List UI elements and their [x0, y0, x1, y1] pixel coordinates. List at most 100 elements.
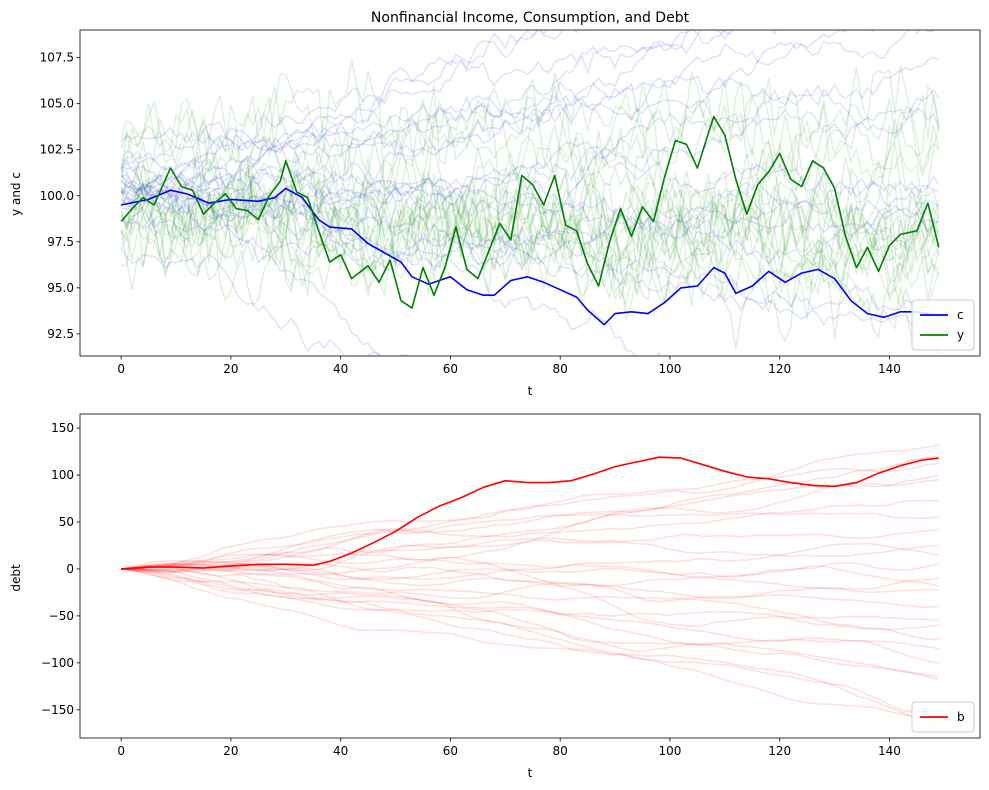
faint-path-y	[120, 186, 940, 308]
faint-path-c	[121, 176, 939, 250]
faint-path-b	[121, 566, 939, 664]
x-tick-label: 80	[553, 362, 568, 376]
axes-bottom: 0 20 40 60 80 100 120 140 −150 −100 −50 0 50 100 150	[41, 413, 981, 758]
chart-bottom: 0 20 40 60 80 100 120 140 −150 −100 −50 0 50 100 150 t…	[9, 413, 981, 780]
faint-path-c	[120, 181, 939, 317]
x-axis-label-top: t	[528, 384, 533, 398]
faint-path-b	[121, 567, 939, 631]
x-tick-label: 20	[223, 362, 238, 376]
faint-path-c	[120, 248, 408, 356]
chart-title: Nonfinancial Income, Consumption, and De…	[371, 10, 690, 26]
faint-path-b	[121, 512, 939, 571]
x-tick-label: 0	[117, 362, 125, 376]
x-tick-label: 60	[443, 362, 458, 376]
faint-path-c	[120, 30, 732, 217]
x-tick-label: 40	[333, 744, 348, 758]
faint-path-c	[120, 30, 589, 171]
faint-path-b	[121, 568, 939, 719]
faint-path-c	[120, 30, 875, 204]
y-tick-label: 97.5	[47, 235, 74, 249]
series-line-y	[120, 115, 940, 309]
x-tick-label: 100	[658, 744, 681, 758]
legend-box	[911, 299, 975, 351]
faint-path-y	[120, 155, 940, 280]
series-top	[120, 115, 940, 326]
faint-path-b	[121, 568, 940, 681]
faint-path-b	[121, 568, 940, 730]
faint-paths-top	[120, 30, 940, 356]
y-tick-label: −50	[49, 609, 74, 623]
legend-label-b: b	[957, 710, 965, 724]
faint-path-b	[121, 478, 939, 570]
faint-path-c	[120, 199, 940, 266]
series-line-c	[121, 187, 939, 326]
faint-path-b	[121, 567, 939, 641]
faint-path-c	[120, 159, 940, 234]
y-tick-label: 92.5	[47, 327, 74, 341]
faint-path-b	[121, 528, 939, 572]
faint-path-y	[120, 152, 939, 302]
faint-path-c	[120, 179, 382, 356]
faint-path-c	[120, 181, 663, 356]
faint-path-c	[120, 56, 940, 230]
plot-frame	[79, 29, 981, 357]
faint-path-y	[120, 59, 940, 189]
y-tick-label: 95.0	[47, 281, 74, 295]
legend-label-c: c	[957, 308, 964, 322]
legend-bottom: b	[911, 701, 975, 733]
faint-path-c	[120, 107, 940, 214]
y-tick-label: −100	[41, 656, 74, 670]
legend-top: cy	[911, 299, 975, 351]
y-axis-label-top: y and c	[9, 172, 23, 216]
x-tick-label: 20	[223, 744, 238, 758]
faint-path-b	[121, 542, 939, 580]
faint-path-y	[120, 185, 940, 302]
series-bottom	[121, 456, 939, 570]
faint-path-b	[121, 562, 939, 608]
y-tick-label: 150	[51, 421, 74, 435]
faint-path-b	[121, 568, 939, 601]
faint-path-y	[120, 141, 940, 275]
y-tick-label: 50	[59, 515, 74, 529]
faint-path-y	[121, 67, 940, 195]
faint-path-y	[120, 178, 940, 339]
faint-path-b	[121, 568, 939, 650]
y-tick-label: 0	[66, 562, 74, 576]
faint-paths-bottom	[121, 444, 940, 730]
faint-path-y	[120, 175, 940, 302]
faint-path-b	[121, 455, 939, 570]
faint-path-b	[121, 474, 939, 570]
axes-top: 0 20 40 60 80 100 120 140 92.5 95.0 97.5 100.0 102.5…	[40, 29, 981, 376]
faint-path-b	[121, 568, 939, 722]
legend-label-y: y	[957, 328, 964, 342]
x-tick-label: 80	[553, 744, 568, 758]
faint-path-c	[120, 30, 556, 191]
faint-path-y	[120, 71, 940, 203]
y-tick-label: 107.5	[40, 51, 74, 65]
y-tick-label: 100	[51, 468, 74, 482]
y-tick-label: 105.0	[40, 97, 74, 111]
faint-path-b	[121, 463, 939, 570]
faint-path-b	[121, 499, 939, 572]
x-axis-label-bottom: t	[528, 766, 533, 780]
x-tick-label: 100	[658, 362, 681, 376]
x-tick-label: 120	[768, 362, 791, 376]
y-tick-label: −150	[41, 703, 74, 717]
faint-path-y	[120, 173, 940, 354]
x-tick-label: 40	[333, 362, 348, 376]
faint-path-y	[120, 173, 940, 322]
faint-path-c	[120, 179, 940, 327]
faint-path-y	[120, 151, 940, 291]
x-tick-label: 0	[117, 744, 125, 758]
faint-path-c	[120, 30, 777, 171]
x-tick-label: 120	[768, 744, 791, 758]
y-tick-label: 102.5	[40, 143, 74, 157]
x-tick-label: 60	[443, 744, 458, 758]
faint-path-y	[120, 65, 940, 204]
faint-path-b	[121, 444, 939, 570]
faint-path-c	[120, 77, 940, 149]
faint-path-b	[121, 554, 939, 593]
y-axis-label-bottom: debt	[9, 564, 23, 592]
x-tick-label: 140	[878, 362, 901, 376]
